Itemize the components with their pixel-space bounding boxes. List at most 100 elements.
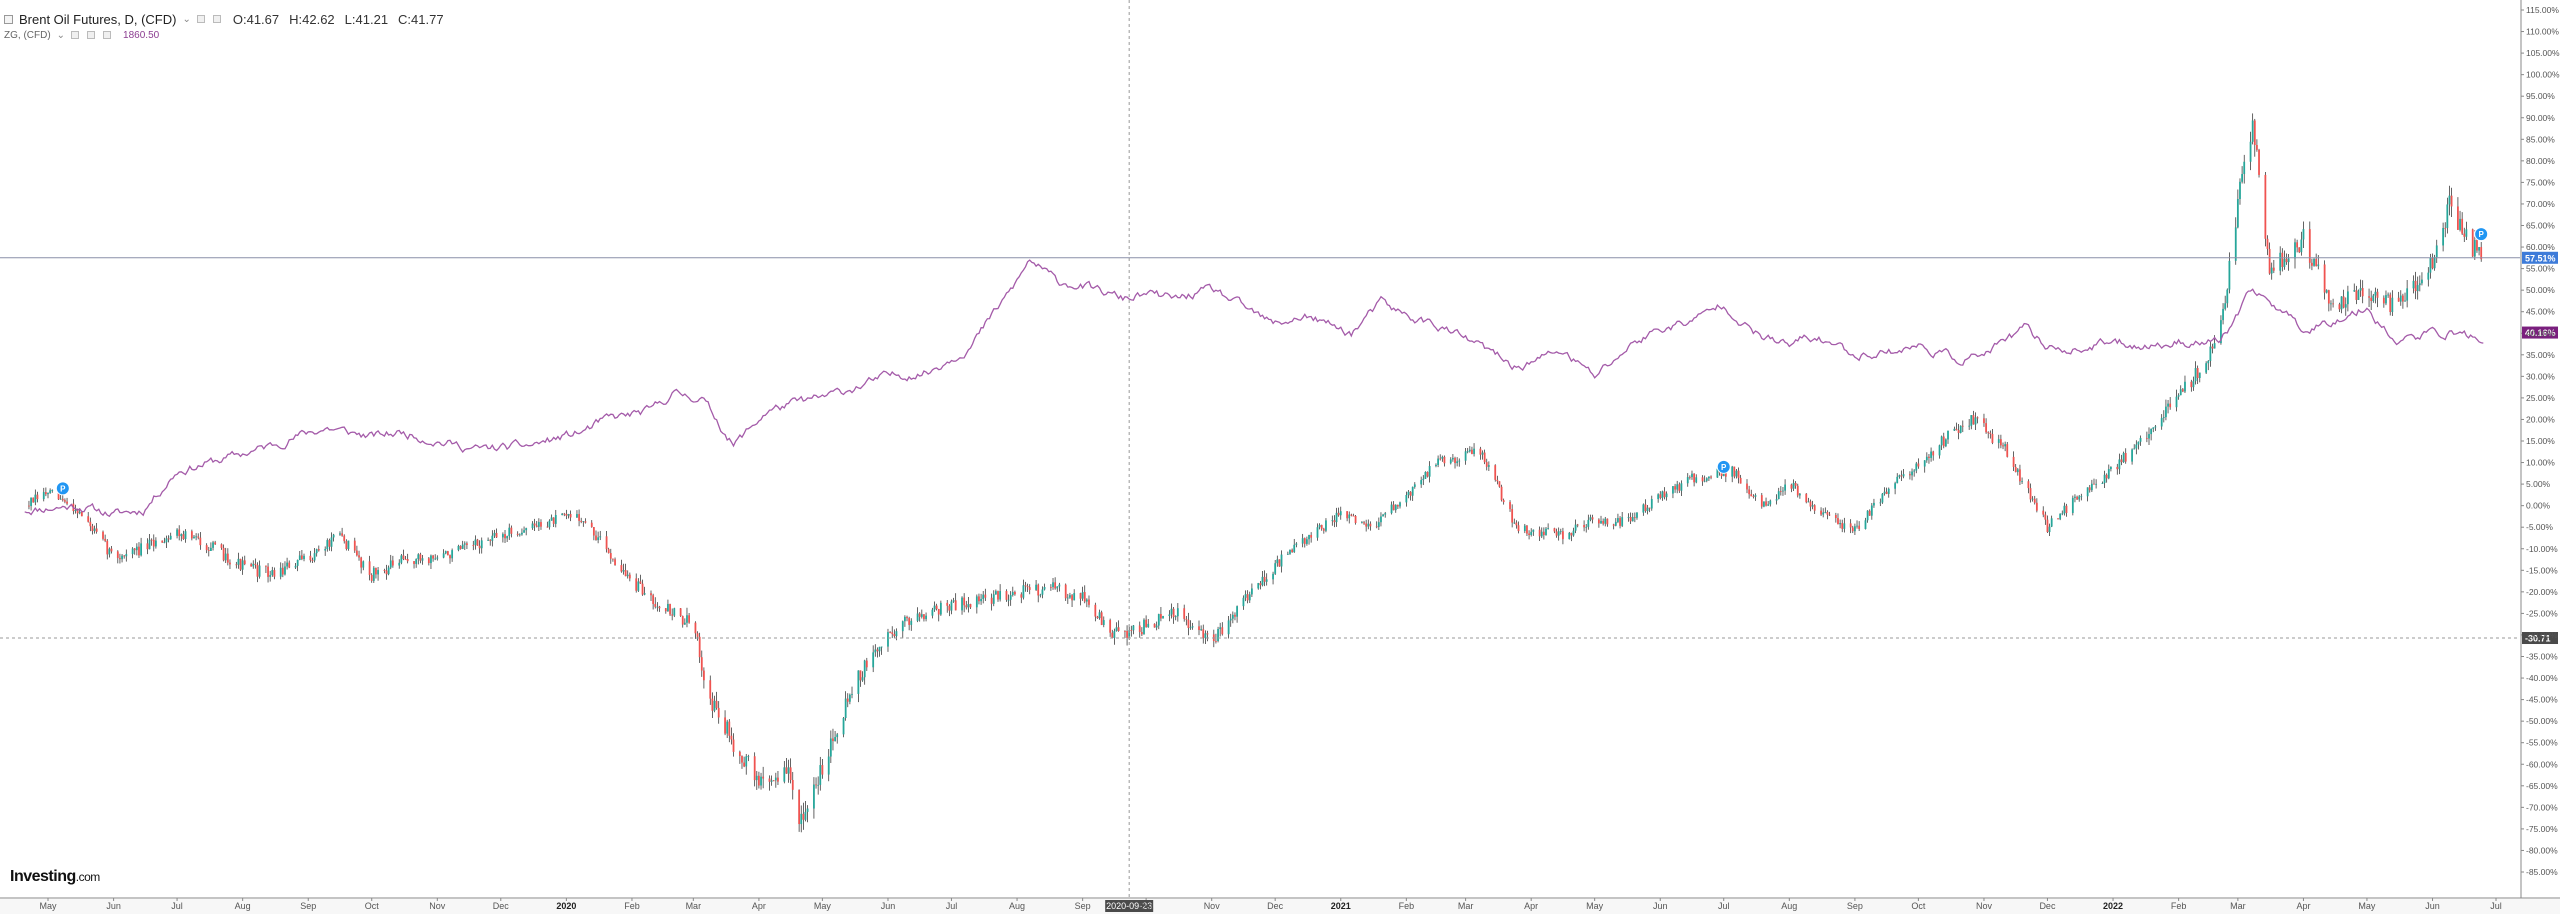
- candle-body: [2061, 513, 2064, 515]
- candle: [1858, 521, 1861, 531]
- candle-body: [368, 561, 371, 575]
- candle: [167, 535, 170, 543]
- candle: [861, 671, 864, 682]
- candle: [2368, 288, 2370, 307]
- candle-body: [637, 581, 640, 591]
- candle: [1570, 532, 1573, 542]
- candle-body: [1231, 614, 1234, 619]
- candle: [415, 558, 418, 568]
- candle: [948, 604, 951, 617]
- candle-body: [1102, 620, 1105, 625]
- candle: [846, 693, 849, 708]
- candle: [1796, 483, 1799, 498]
- candle: [1851, 525, 1854, 534]
- candle: [123, 555, 126, 559]
- candle: [753, 752, 756, 787]
- candle-body: [578, 514, 580, 521]
- chevron-down-icon[interactable]: ⌄: [56, 29, 66, 41]
- candle: [332, 533, 335, 542]
- candle: [1680, 480, 1683, 497]
- candle: [777, 770, 779, 786]
- candle-body: [1160, 614, 1162, 619]
- candle: [87, 512, 90, 523]
- candle-body: [1054, 582, 1057, 589]
- candle-body: [57, 489, 60, 500]
- chevron-down-icon[interactable]: ⌄: [182, 13, 191, 25]
- candle-body: [330, 537, 333, 547]
- candle: [2095, 479, 2098, 489]
- candle: [2385, 290, 2387, 306]
- visibility-icon[interactable]: [71, 31, 80, 39]
- candle: [1879, 498, 1882, 507]
- candle: [2340, 296, 2343, 314]
- y-tick-label: -55.00%: [2526, 738, 2558, 748]
- candle-body: [184, 531, 187, 540]
- candle: [1481, 450, 1484, 460]
- candle-body: [622, 570, 625, 572]
- candle-body: [679, 608, 682, 616]
- candle: [2181, 387, 2184, 393]
- candle: [1286, 551, 1289, 556]
- candle: [239, 558, 242, 571]
- candle: [491, 530, 494, 547]
- candle-body: [2042, 510, 2045, 515]
- candle: [1959, 425, 1962, 434]
- close-icon[interactable]: [103, 31, 112, 39]
- candle: [774, 772, 777, 788]
- candle: [2332, 298, 2334, 308]
- x-tick-label: Jul: [1718, 901, 1730, 911]
- candle-body: [1693, 473, 1696, 483]
- candle-body: [2167, 403, 2169, 407]
- candle: [197, 533, 200, 540]
- candle-body: [525, 528, 528, 531]
- candle: [2044, 511, 2047, 525]
- candle: [1308, 534, 1310, 545]
- candle: [1259, 580, 1262, 590]
- candle-body: [1500, 486, 1503, 501]
- candle-body: [2302, 229, 2305, 240]
- candle-body: [832, 738, 834, 742]
- x-tick-label: Aug: [235, 901, 251, 911]
- candle: [1274, 559, 1277, 575]
- candle-body: [1083, 592, 1086, 602]
- candle: [2002, 442, 2004, 450]
- candle-body: [1041, 589, 1044, 595]
- candle: [800, 805, 803, 833]
- candle: [442, 549, 445, 559]
- candle-body: [1413, 484, 1416, 487]
- candle-body: [1278, 559, 1281, 567]
- candle-body: [317, 549, 320, 551]
- candle-body: [656, 606, 659, 608]
- candle: [990, 593, 993, 611]
- candle-body: [91, 526, 94, 531]
- collapse-icon[interactable]: [4, 14, 13, 24]
- candle: [2228, 252, 2231, 294]
- candle: [383, 568, 386, 574]
- candle: [1873, 498, 1875, 508]
- settings-icon[interactable]: [87, 31, 96, 39]
- candle-body: [1644, 504, 1647, 511]
- candle-body: [2298, 247, 2301, 253]
- candle: [243, 555, 246, 566]
- legend-secondary-label[interactable]: ZG, (CFD): [4, 29, 51, 41]
- candle: [2402, 293, 2404, 309]
- candle: [1731, 465, 1734, 483]
- candle: [872, 645, 875, 673]
- candle-body: [535, 525, 538, 527]
- candle: [1885, 487, 1888, 495]
- candle-body: [580, 520, 583, 522]
- settings-icon[interactable]: [212, 15, 221, 23]
- candle: [2298, 247, 2301, 254]
- candle: [222, 544, 225, 562]
- candle: [1219, 622, 1222, 637]
- candle-body: [1109, 620, 1112, 633]
- candle-body: [650, 593, 652, 596]
- visibility-icon[interactable]: [196, 15, 205, 23]
- candle: [387, 565, 390, 576]
- candle: [2308, 221, 2311, 269]
- candle: [2016, 468, 2019, 476]
- candle-body: [1354, 516, 1357, 523]
- candle: [2192, 376, 2195, 391]
- legend-main-title[interactable]: Brent Oil Futures, D, (CFD): [19, 11, 177, 27]
